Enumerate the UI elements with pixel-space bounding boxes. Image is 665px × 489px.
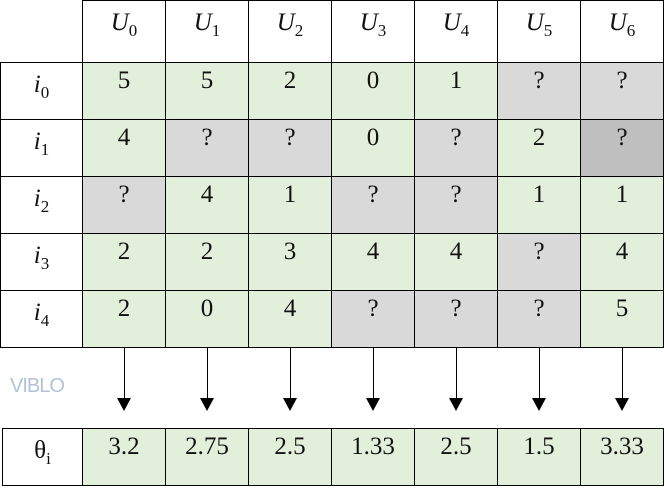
rating-cell: 2 [82, 290, 166, 348]
row-header: i4 [0, 290, 83, 348]
label-text: U [276, 9, 295, 36]
column-header: U1 [165, 0, 249, 63]
arrow-line [124, 348, 125, 400]
label-subscript: 3 [40, 254, 50, 273]
rating-cell: 0 [165, 290, 249, 348]
rating-cell: 1 [414, 62, 498, 120]
rating-cell: 5 [165, 62, 249, 120]
rating-cell: ? [580, 62, 664, 120]
rating-cell: ? [580, 119, 664, 177]
row-header: i0 [0, 62, 83, 120]
arrow-head-icon [283, 398, 297, 411]
label-text: U [608, 9, 627, 36]
theta-value-cell: 2.5 [414, 428, 498, 486]
arrow-line [622, 348, 623, 400]
rating-cell: ? [82, 176, 166, 234]
label-subscript: 1 [211, 21, 221, 40]
label-text: U [359, 9, 378, 36]
label-subscript: 5 [543, 21, 553, 40]
arrow-line [373, 348, 374, 400]
rating-cell: ? [414, 176, 498, 234]
arrow-head-icon [449, 398, 463, 411]
arrow-head-icon [615, 398, 629, 411]
theta-value-cell: 1.5 [497, 428, 581, 486]
arrow-head-icon [366, 398, 380, 411]
rating-cell: 2 [248, 62, 332, 120]
label-text: U [442, 9, 461, 36]
label-subscript: 0 [128, 21, 138, 40]
column-header: U0 [82, 0, 166, 63]
label-subscript: 2 [294, 21, 304, 40]
rating-cell: 2 [497, 119, 581, 177]
rating-cell: ? [331, 176, 415, 234]
label-text: i [33, 71, 41, 98]
arrow-line [207, 348, 208, 400]
label-text: i [33, 128, 41, 155]
label-subscript: 1 [40, 140, 50, 159]
label-text: i [33, 185, 41, 212]
rating-cell: ? [331, 290, 415, 348]
label-subscript: i [46, 449, 51, 468]
rating-cell: ? [248, 119, 332, 177]
row-header: i2 [0, 176, 83, 234]
theta-value-cell: 2.75 [165, 428, 249, 486]
rating-cell: 5 [580, 290, 664, 348]
label-subscript: 4 [40, 311, 50, 330]
row-header: i1 [0, 119, 83, 177]
label-subscript: 3 [377, 21, 387, 40]
label-text: i [33, 299, 41, 326]
rating-cell: ? [497, 290, 581, 348]
rating-cell: 1 [580, 176, 664, 234]
rating-cell: 1 [248, 176, 332, 234]
column-header: U4 [414, 0, 498, 63]
label-subscript: 4 [460, 21, 470, 40]
rating-cell: 3 [248, 233, 332, 291]
rating-cell: 0 [331, 62, 415, 120]
theta-value-cell: 2.5 [248, 428, 332, 486]
rating-cell: 2 [82, 233, 166, 291]
label-text: U [525, 9, 544, 36]
rating-cell: 4 [248, 290, 332, 348]
rating-cell: 4 [331, 233, 415, 291]
label-text: i [33, 242, 41, 269]
column-header: U6 [580, 0, 664, 63]
rating-cell: 4 [580, 233, 664, 291]
rating-cell: ? [497, 233, 581, 291]
column-header: U2 [248, 0, 332, 63]
rating-cell: 1 [497, 176, 581, 234]
rating-cell: ? [414, 290, 498, 348]
rating-cell: 5 [82, 62, 166, 120]
rating-cell: ? [414, 119, 498, 177]
label-subscript: 0 [40, 83, 50, 102]
theta-value-cell: 1.33 [331, 428, 415, 486]
theta-label: θi [2, 428, 83, 486]
arrow-line [539, 348, 540, 400]
label-subscript: 2 [40, 197, 50, 216]
column-header: U5 [497, 0, 581, 63]
theta-value-cell: 3.33 [580, 428, 664, 486]
arrow-line [290, 348, 291, 400]
label-text: U [110, 9, 129, 36]
rating-cell: ? [165, 119, 249, 177]
rating-cell: 4 [165, 176, 249, 234]
arrow-head-icon [117, 398, 131, 411]
rating-cell: 4 [414, 233, 498, 291]
row-header: i3 [0, 233, 83, 291]
label-text: U [193, 9, 212, 36]
rating-cell: ? [497, 62, 581, 120]
column-header: U3 [331, 0, 415, 63]
rating-cell: 4 [82, 119, 166, 177]
rating-cell: 0 [331, 119, 415, 177]
label-subscript: 6 [626, 21, 636, 40]
viblo-watermark: VIBLO [10, 375, 65, 397]
arrow-head-icon [200, 398, 214, 411]
theta-value-cell: 3.2 [82, 428, 166, 486]
arrow-line [456, 348, 457, 400]
rating-cell: 2 [165, 233, 249, 291]
arrow-head-icon [532, 398, 546, 411]
label-text: θ [34, 437, 47, 464]
